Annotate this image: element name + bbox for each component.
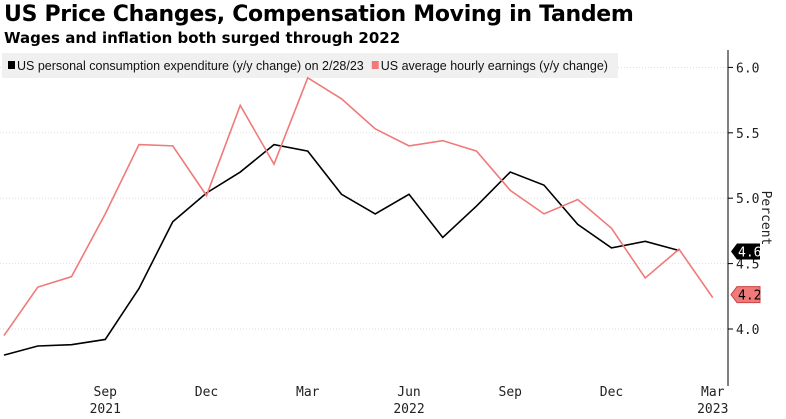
x-tick-label: Dec [195, 385, 218, 400]
x-tick-label: Jun [397, 385, 420, 400]
y-tick-label: 5.5 [736, 127, 759, 142]
y-tick-label: 4.5 [736, 258, 759, 273]
y-axis-label: Percent [758, 191, 773, 246]
chart-title: US Price Changes, Compensation Moving in… [4, 2, 634, 27]
last-value-label: 4.6 [738, 246, 761, 261]
badge-shape [730, 286, 761, 304]
x-tick-label: Mar [296, 385, 320, 400]
series-line-1 [3, 76, 714, 336]
chart-subtitle: Wages and inflation both surged through … [4, 29, 401, 47]
y-tick-label: 6.0 [736, 61, 759, 76]
y-tick-label: 5.0 [736, 192, 759, 207]
last-value-badge-1: 4.2 [730, 286, 761, 304]
x-tick-label: Sep [94, 385, 118, 400]
x-tick-year-label: 2022 [393, 402, 424, 417]
last-value-badge-0: 4.6 [731, 243, 761, 261]
x-tick-year-label: 2023 [697, 402, 728, 417]
legend-background [2, 53, 618, 78]
legend-swatch [371, 61, 379, 69]
x-tick-label: Sep [499, 385, 523, 400]
x-tick-year-label: 2021 [90, 402, 121, 417]
legend-label: US personal consumption expenditure (y/y… [17, 59, 364, 73]
y-tick-label: 4.0 [736, 323, 759, 338]
legend-label: US average hourly earnings (y/y change) [381, 59, 608, 73]
legend-swatch [8, 61, 15, 69]
last-value-label: 4.2 [738, 289, 761, 304]
series-line-0 [3, 143, 680, 356]
x-tick-label: Dec [600, 385, 623, 400]
x-tick-label: Mar [701, 385, 725, 400]
badge-shape [731, 243, 760, 260]
